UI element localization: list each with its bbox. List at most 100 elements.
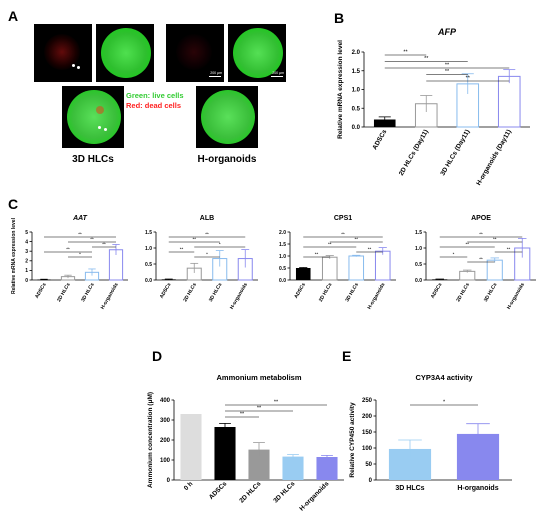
panel-letter-d: D: [152, 348, 163, 364]
x-tick-label: ADSCs: [430, 282, 444, 300]
bar: [459, 270, 476, 281]
micrograph-h-organoids-red: 200 µm: [166, 24, 224, 82]
significance-label: **: [180, 247, 184, 252]
y-tick-label: 300: [160, 418, 171, 424]
significance-label: **: [66, 247, 70, 252]
y-tick-label: 2.0: [279, 230, 286, 236]
y-axis-label: Relative mRNA expression level: [11, 217, 17, 294]
significance-label: **: [445, 69, 450, 75]
micrograph-3d-hlcs-merged: [62, 86, 124, 148]
bar: [295, 268, 311, 280]
significance-label: **: [102, 242, 106, 247]
significance-label: *: [79, 252, 81, 257]
x-tick-label: 3D HLCs: [344, 282, 360, 303]
significance-label: **: [465, 242, 469, 247]
significance-label: *: [453, 252, 455, 257]
y-tick-label: 3: [25, 249, 28, 255]
y-tick-label: 0.5: [415, 262, 422, 268]
bar: [214, 427, 236, 480]
significance-label: **: [328, 242, 332, 247]
bar: [316, 457, 338, 480]
x-tick-label: H-organoids: [229, 282, 249, 311]
y-tick-label: 200: [160, 438, 171, 444]
y-tick-label: 50: [365, 462, 372, 468]
x-tick-label: H-organoids: [506, 282, 526, 311]
significance-label: **: [78, 232, 82, 237]
bar: [373, 119, 396, 127]
chart-afp: AFP Relative mRNA expression level 0.0 0.5 1…: [337, 27, 530, 187]
y-axis-label: Relative CYP450 activity: [349, 402, 356, 478]
x-tick-label: 2D HLCs (Day11): [398, 129, 430, 178]
panel-letter-b: B: [334, 10, 345, 26]
y-tick-label: 1.0: [279, 254, 286, 260]
y-tick-label: 0.0: [415, 278, 422, 284]
scale-bar-label: 200 µm: [210, 71, 222, 75]
significance-label: **: [90, 237, 94, 242]
label-h-organoids: H-organoids: [197, 154, 257, 165]
y-tick-label: 2: [25, 259, 28, 265]
micrograph-3d-hlcs-green: [96, 24, 154, 82]
y-tick-label: 0.0: [145, 278, 152, 284]
bar: [248, 449, 270, 480]
x-tick-label: 2D HLCs: [56, 282, 72, 303]
y-tick-label: 0.0: [352, 125, 361, 131]
chart-cps1: CPS1 0.0 0.5 1.0 1.5 2.0 ADSCs 2D HLCs 3D HLCs H-…: [279, 215, 396, 311]
significance-label: **: [257, 406, 262, 412]
y-tick-label: 0.5: [279, 266, 286, 272]
x-tick-label: 0 h: [183, 480, 195, 492]
x-tick-label: 2D HLCs: [318, 282, 334, 303]
chart-title: CYP3A4 activity: [415, 373, 473, 382]
significance-label: **: [368, 247, 372, 252]
significance-label: **: [479, 257, 483, 262]
significance-label: **: [424, 56, 429, 62]
y-tick-label: 0.5: [145, 262, 152, 268]
significance-label: **: [240, 412, 245, 418]
legend-live-cells: Green: live cells: [126, 91, 184, 100]
x-tick-label: H-organoids: [457, 485, 498, 492]
x-tick-label: ADSCs: [34, 282, 48, 300]
y-tick-label: 1: [25, 268, 28, 274]
significance-label: **: [507, 247, 511, 252]
y-axis-label: Ammonium concentration (μM): [147, 392, 154, 488]
x-tick-label: H-organoids: [100, 282, 120, 311]
significance-label: **: [493, 237, 497, 242]
y-tick-label: 1.5: [145, 230, 152, 236]
significance-label: **: [192, 237, 196, 242]
y-tick-label: 400: [160, 398, 171, 404]
micrograph-h-organoids-merged: [196, 86, 258, 148]
label-3d-hlcs: 3D HLCs: [72, 154, 114, 165]
bar: [486, 259, 503, 281]
significance-label: **: [403, 50, 408, 56]
y-tick-label: 1.0: [415, 246, 422, 252]
x-tick-label: 2D HLCs: [455, 282, 471, 303]
significance-label: **: [466, 76, 471, 82]
chart-title: Ammonium metabolism: [216, 373, 301, 382]
y-tick-label: 4: [25, 239, 28, 245]
x-tick-label: ADSCs: [208, 480, 229, 501]
y-tick-label: 0: [369, 478, 373, 484]
x-tick-label: 3D HLCs: [208, 282, 224, 303]
x-tick-label: 3D HLCs: [483, 282, 499, 303]
significance-label: **: [354, 237, 358, 242]
bar: [374, 250, 391, 281]
chart-title: CPS1: [334, 215, 352, 222]
significance-label: **: [479, 232, 483, 237]
x-tick-label: 3D HLCs: [80, 282, 96, 303]
y-tick-label: 0.5: [352, 106, 361, 112]
x-tick-label: ADSCs: [159, 282, 173, 300]
chart-title: AAT: [72, 215, 88, 222]
x-tick-label: H-organoids: [367, 282, 387, 311]
chart-title: APOE: [471, 215, 491, 222]
y-tick-label: 200: [362, 414, 373, 420]
significance-label: **: [205, 232, 209, 237]
x-tick-label: H-organoids (Day11): [475, 129, 513, 187]
chart-title: ALB: [200, 215, 214, 222]
y-tick-label: 1.5: [415, 230, 422, 236]
significance-label: **: [315, 252, 319, 257]
x-tick-label: H-organoids: [298, 480, 330, 512]
legend-dead-cells: Red: dead cells: [126, 101, 182, 110]
bar: [37, 279, 51, 281]
bar: [497, 75, 521, 128]
y-tick-label: 1.0: [145, 246, 152, 252]
y-tick-label: 0.0: [279, 278, 286, 284]
